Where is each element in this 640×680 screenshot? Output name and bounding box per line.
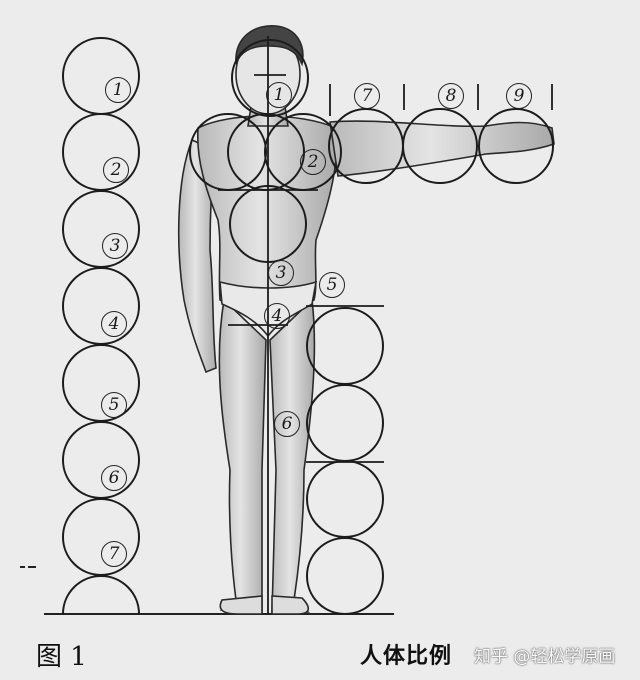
leg-circle xyxy=(306,384,384,462)
column-circle xyxy=(62,421,140,499)
circle-label-7: 7 xyxy=(101,541,127,567)
column-circle xyxy=(62,37,140,115)
left-leg xyxy=(218,298,267,613)
head-circle xyxy=(231,39,309,117)
body-label-2: 2 xyxy=(300,149,326,175)
leg-circle xyxy=(306,460,384,538)
circle-label-4: 4 xyxy=(101,311,127,337)
head-circle-column xyxy=(62,37,140,615)
watermark: 知乎 @轻松学原画 xyxy=(474,647,616,667)
right-leg xyxy=(269,298,316,613)
body-label-3: 3 xyxy=(268,260,294,286)
hair xyxy=(235,25,304,67)
left-foot xyxy=(219,595,263,615)
stray-mark xyxy=(20,566,36,568)
column-circle xyxy=(62,190,140,268)
circle-label-5: 5 xyxy=(101,392,127,418)
body-label-4: 4 xyxy=(264,303,290,329)
right-foot xyxy=(271,595,310,615)
body-label-5: 5 xyxy=(319,272,345,298)
arm-label-8: 8 xyxy=(438,83,464,109)
arm-circle xyxy=(402,108,478,184)
left-arm xyxy=(177,138,217,374)
circle-label-3: 3 xyxy=(102,233,128,259)
leg-circle xyxy=(306,537,384,615)
arm-circle xyxy=(478,108,554,184)
figure-title: 人体比例 xyxy=(360,644,453,669)
column-circle xyxy=(62,267,140,345)
column-circle xyxy=(62,113,140,191)
leg-circle xyxy=(306,307,384,385)
arm-label-7: 7 xyxy=(354,83,380,109)
arm-label-9: 9 xyxy=(506,83,532,109)
body-label-1: 1 xyxy=(266,82,292,108)
column-circle-half xyxy=(62,575,140,615)
arm-circles xyxy=(328,108,554,184)
human-figure xyxy=(177,25,555,615)
circle-label-6: 6 xyxy=(101,465,127,491)
body-label-6: 6 xyxy=(274,411,300,437)
raised-arm xyxy=(329,120,555,177)
circle-label-2: 2 xyxy=(103,157,129,183)
circle-label-1: 1 xyxy=(105,77,131,103)
column-circle xyxy=(62,498,140,576)
figure-number: 图 1 xyxy=(36,642,87,672)
